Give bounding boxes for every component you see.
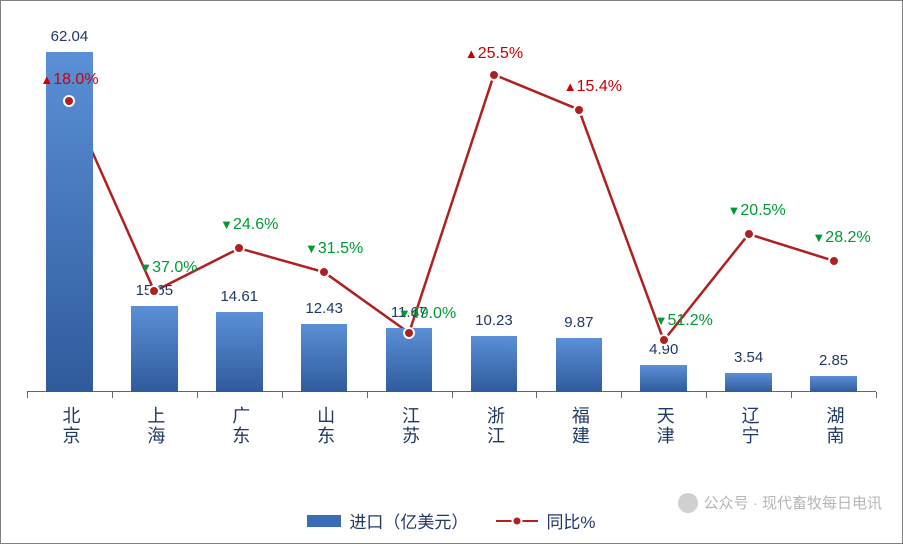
- arrow-down-icon: ▼: [398, 306, 411, 321]
- line-marker: [403, 327, 415, 339]
- watermark-text: 公众号 · 现代畜牧每日电讯: [704, 492, 882, 513]
- bar: 14.61: [216, 312, 263, 392]
- wechat-icon: [678, 493, 698, 513]
- plot-area: 62.04北京15.65上海14.61广东12.43山东11.67江苏10.23…: [27, 31, 876, 452]
- trend-line: [69, 75, 833, 341]
- pct-label: ▼28.2%: [812, 229, 870, 247]
- arrow-down-icon: ▼: [305, 241, 318, 256]
- legend-bar-label: 进口（亿美元）: [349, 508, 468, 533]
- pct-value: 28.2%: [825, 229, 870, 246]
- pct-label: ▼24.6%: [220, 216, 278, 234]
- arrow-down-icon: ▼: [655, 313, 668, 328]
- pct-value: 31.5%: [318, 240, 363, 257]
- watermark: 公众号 · 现代畜牧每日电讯: [678, 492, 882, 513]
- category-label: 江苏: [397, 400, 423, 452]
- bar: 15.65: [131, 306, 178, 392]
- pct-value: 25.5%: [478, 45, 523, 62]
- bar: 9.87: [556, 338, 603, 392]
- pct-label: ▼51.2%: [655, 312, 713, 330]
- arrow-down-icon: ▼: [812, 230, 825, 245]
- bar-value-label: 12.43: [296, 300, 352, 317]
- pct-label: ▼31.5%: [305, 240, 363, 258]
- category-label: 辽宁: [737, 400, 763, 452]
- bar-value-label: 62.04: [41, 28, 97, 45]
- axis-tick: [367, 392, 368, 398]
- legend-line-item: 同比%: [496, 508, 595, 533]
- arrow-up-icon: ▲: [40, 72, 53, 87]
- pct-value: 49.0%: [411, 305, 456, 322]
- axis-tick: [282, 392, 283, 398]
- bar-slot: 2.85: [810, 376, 857, 392]
- arrow-up-icon: ▲: [564, 79, 577, 94]
- axis-tick: [197, 392, 198, 398]
- axis-tick: [876, 392, 877, 398]
- category-label: 浙江: [482, 400, 508, 452]
- pct-value: 24.6%: [233, 216, 278, 233]
- line-marker: [148, 285, 160, 297]
- bar-slot: 15.65: [131, 306, 178, 392]
- bar-value-label: 14.61: [211, 288, 267, 305]
- pct-value: 15.4%: [577, 78, 622, 95]
- bar-slot: 12.43: [301, 324, 348, 392]
- pct-label: ▼20.5%: [728, 202, 786, 220]
- line-marker: [318, 266, 330, 278]
- axis-tick: [27, 392, 28, 398]
- arrow-up-icon: ▲: [465, 46, 478, 61]
- arrow-down-icon: ▼: [220, 217, 233, 232]
- category-label: 北京: [57, 400, 83, 452]
- category-label: 广东: [227, 400, 253, 452]
- line-marker: [63, 95, 75, 107]
- bar-value-label: 3.54: [721, 349, 777, 366]
- bar-value-label: 9.87: [551, 314, 607, 331]
- chart-inner: 62.04北京15.65上海14.61广东12.43山东11.67江苏10.23…: [7, 7, 896, 537]
- chart-container: 62.04北京15.65上海14.61广东12.43山东11.67江苏10.23…: [0, 0, 903, 544]
- pct-value: 20.5%: [740, 202, 785, 219]
- arrow-down-icon: ▼: [139, 260, 152, 275]
- category-label: 福建: [567, 400, 593, 452]
- bar-slot: 10.23: [471, 336, 518, 392]
- category-label: 上海: [142, 400, 168, 452]
- category-label: 天津: [652, 400, 678, 452]
- line-marker: [658, 334, 670, 346]
- axis-tick: [452, 392, 453, 398]
- axis-tick: [112, 392, 113, 398]
- bar: 12.43: [301, 324, 348, 392]
- bar-slot: 9.87: [556, 338, 603, 392]
- line-marker: [233, 242, 245, 254]
- legend-bar-item: 进口（亿美元）: [307, 508, 468, 533]
- legend-line-label: 同比%: [546, 508, 595, 533]
- axis-tick: [706, 392, 707, 398]
- pct-value: 51.2%: [668, 312, 713, 329]
- line-marker: [488, 69, 500, 81]
- line-marker: [828, 255, 840, 267]
- pct-label: ▼49.0%: [398, 305, 456, 323]
- bar-value-label: 10.23: [466, 312, 522, 329]
- pct-label: ▲18.0%: [40, 71, 98, 89]
- bar: 10.23: [471, 336, 518, 392]
- pct-value: 18.0%: [53, 71, 98, 88]
- bar: 3.54: [725, 373, 772, 392]
- axis-tick: [791, 392, 792, 398]
- legend-bar-swatch: [307, 515, 341, 527]
- arrow-down-icon: ▼: [728, 203, 741, 218]
- bar-slot: 3.54: [725, 373, 772, 392]
- bar: 2.85: [810, 376, 857, 392]
- category-label: 湖南: [822, 400, 848, 452]
- pct-label: ▼37.0%: [139, 259, 197, 277]
- axis-tick: [536, 392, 537, 398]
- pct-label: ▲15.4%: [564, 78, 622, 96]
- legend-line-swatch: [496, 514, 538, 528]
- line-marker: [573, 104, 585, 116]
- axis-tick: [621, 392, 622, 398]
- bar-value-label: 2.85: [806, 352, 862, 369]
- pct-value: 37.0%: [152, 259, 197, 276]
- bar-slot: 14.61: [216, 312, 263, 392]
- bar: 4.90: [640, 365, 687, 392]
- line-marker: [743, 228, 755, 240]
- pct-label: ▲25.5%: [465, 45, 523, 63]
- category-label: 山东: [312, 400, 338, 452]
- bar-slot: 4.90: [640, 365, 687, 392]
